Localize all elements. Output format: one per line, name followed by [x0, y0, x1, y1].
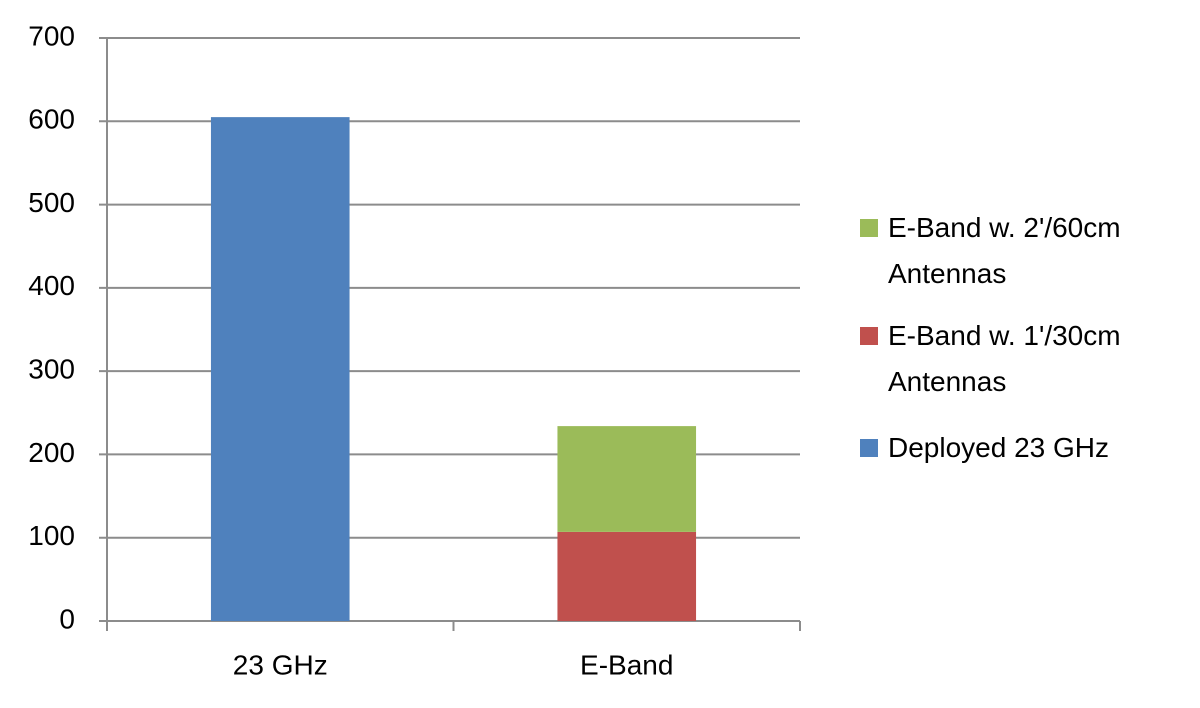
x-tick-label: E-Band — [580, 649, 673, 680]
y-tick-label: 400 — [28, 270, 75, 301]
bar-segment — [210, 117, 350, 621]
legend-swatch — [860, 439, 878, 457]
y-tick-label: 100 — [28, 520, 75, 551]
x-tick-label: 23 GHz — [233, 649, 328, 680]
bar-segment — [557, 426, 697, 532]
y-tick-label: 200 — [28, 437, 75, 468]
legend-item: E-Band w. 1'/30cm Antennas — [860, 313, 1178, 405]
y-tick-label: 600 — [28, 104, 75, 135]
y-tick-label: 700 — [28, 20, 75, 51]
y-tick-label: 300 — [28, 354, 75, 385]
legend-swatch — [860, 219, 878, 237]
legend-swatch — [860, 327, 878, 345]
y-tick-label: 0 — [59, 603, 75, 634]
legend-item: E-Band w. 2'/60cm Antennas — [860, 205, 1178, 297]
y-tick-label: 500 — [28, 187, 75, 218]
bar-segment — [557, 531, 697, 621]
legend-item: Deployed 23 GHz — [860, 425, 1178, 471]
legend-label: Deployed 23 GHz — [888, 432, 1110, 463]
legend-label: E-Band w. 1'/30cm Antennas — [888, 320, 1121, 397]
legend-label: E-Band w. 2'/60cm Antennas — [888, 212, 1121, 289]
